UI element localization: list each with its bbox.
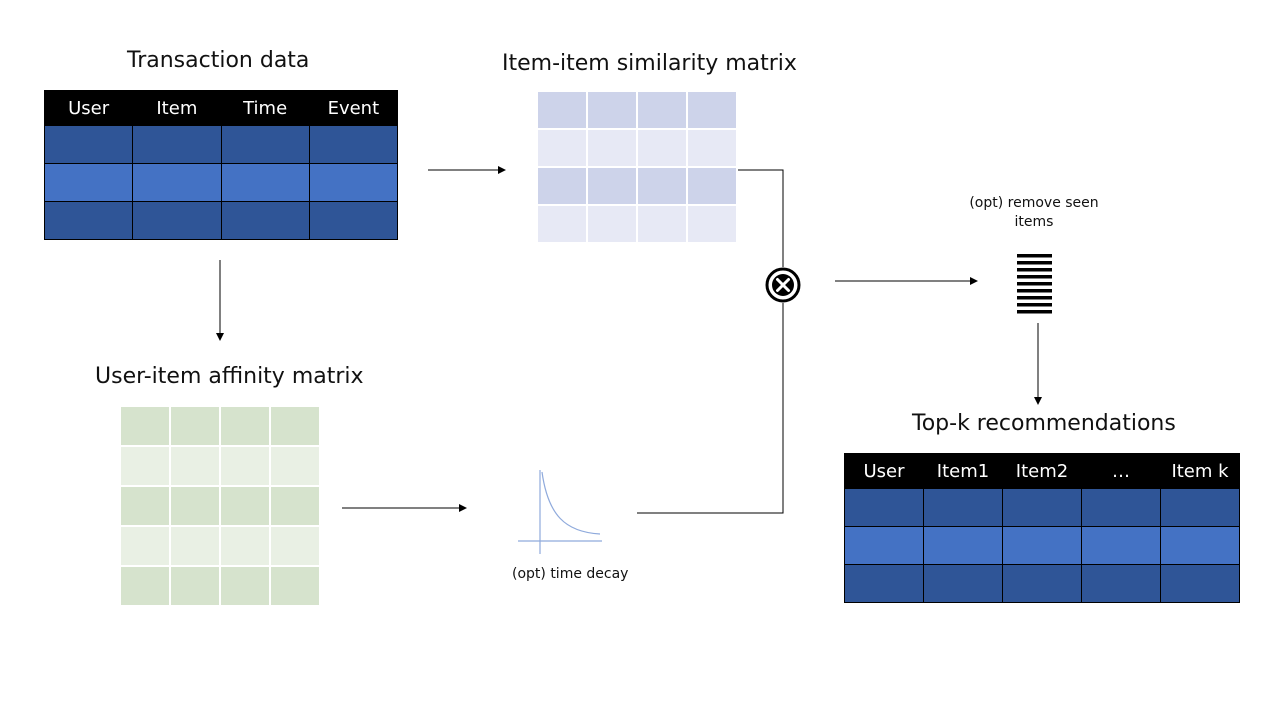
matrix-cell: [538, 130, 586, 166]
table-header-cell: Item1: [923, 453, 1003, 489]
table-header-cell: Item2: [1002, 453, 1082, 489]
matrix-cell: [121, 527, 169, 565]
matrix-cell: [121, 567, 169, 605]
affinity-matrix-title: User-item affinity matrix: [95, 364, 364, 389]
matrix-cell: [171, 487, 219, 525]
table-row: [43, 163, 399, 202]
transaction-table: User Item Time Event: [43, 90, 399, 240]
matrix-cell: [221, 487, 269, 525]
transaction-data-title: Transaction data: [127, 48, 310, 73]
matrix-cell: [588, 168, 636, 204]
matrix-cell: [538, 168, 586, 204]
matrix-cell: [638, 92, 686, 128]
matrix-cell: [271, 407, 319, 445]
ranked-list-icon: [1017, 254, 1052, 314]
table-header-cell: User: [844, 453, 924, 489]
matrix-cell: [271, 527, 319, 565]
matrix-cell: [271, 487, 319, 525]
matrix-cell: [221, 527, 269, 565]
matrix-cell: [171, 447, 219, 485]
matrix-cell: [688, 130, 736, 166]
matrix-cell: [588, 130, 636, 166]
matrix-cell: [221, 407, 269, 445]
similarity-matrix: [538, 92, 736, 242]
matrix-cell: [688, 206, 736, 242]
table-header-cell: Item k: [1160, 453, 1240, 489]
matrix-cell: [171, 567, 219, 605]
line-similarity-to-multiply: [738, 169, 784, 267]
table-row: [844, 564, 1240, 603]
table-header-cell: Time: [220, 90, 310, 126]
matrix-cell: [638, 130, 686, 166]
remove-seen-caption-line1: (opt) remove seen: [969, 195, 1099, 211]
table-header-cell: User: [43, 90, 134, 126]
table-row: [844, 526, 1240, 565]
matrix-cell: [221, 567, 269, 605]
matrix-cell: [121, 407, 169, 445]
remove-seen-caption-line2: items: [1014, 214, 1054, 230]
matrix-cell: [121, 447, 169, 485]
recommendations-table: User Item1 Item2 … Item k: [844, 453, 1240, 603]
matrix-cell: [688, 92, 736, 128]
matrix-cell: [171, 407, 219, 445]
table-header-cell: …: [1081, 453, 1161, 489]
matrix-cell: [538, 92, 586, 128]
table-row: [43, 125, 399, 164]
matrix-cell: [588, 92, 636, 128]
matrix-cell: [271, 567, 319, 605]
matrix-cell: [588, 206, 636, 242]
time-decay-caption: (opt) time decay: [512, 566, 629, 582]
matrix-cell: [688, 168, 736, 204]
matrix-cell: [221, 447, 269, 485]
remove-seen-caption: (opt) remove seen items: [964, 194, 1104, 232]
matrix-cell: [121, 487, 169, 525]
table-header-cell: Event: [308, 90, 399, 126]
table-row: [43, 201, 399, 240]
affinity-matrix: [121, 407, 319, 605]
line-decay-to-multiply: [637, 303, 784, 514]
similarity-matrix-title: Item-item similarity matrix: [502, 51, 797, 76]
matrix-cell: [538, 206, 586, 242]
matrix-cell: [271, 447, 319, 485]
table-header-cell: Item: [132, 90, 222, 126]
matrix-cell: [171, 527, 219, 565]
matrix-cell: [638, 168, 686, 204]
recommendations-title: Top-k recommendations: [912, 411, 1176, 436]
table-row: [844, 488, 1240, 527]
matrix-cell: [638, 206, 686, 242]
circled-x-icon: [765, 267, 801, 303]
decay-curve-icon: [518, 470, 602, 554]
